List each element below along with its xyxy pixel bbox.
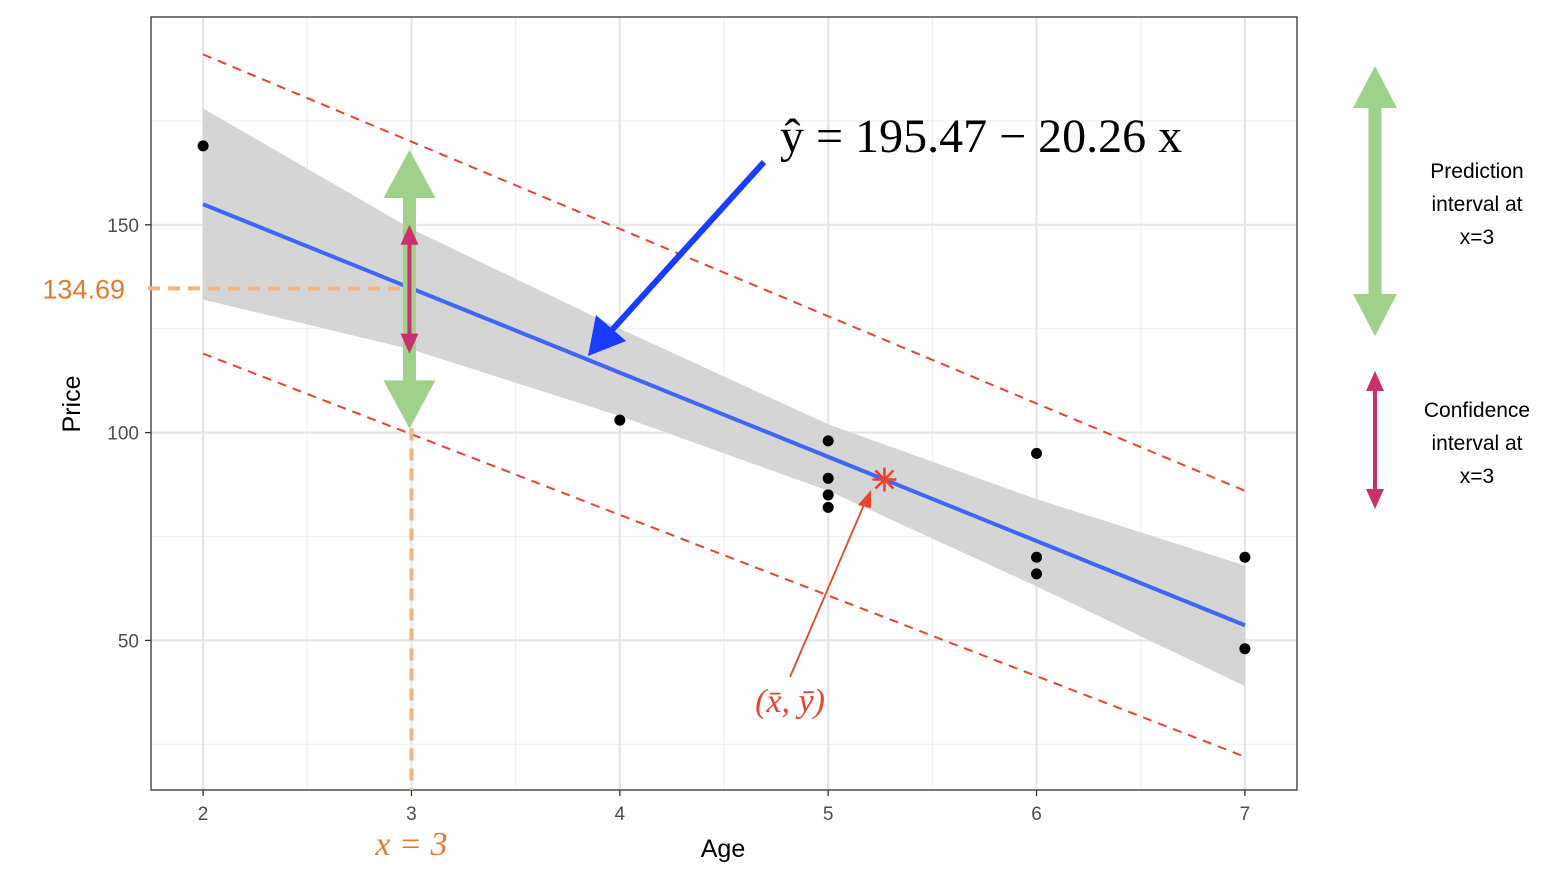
data-point <box>822 489 834 501</box>
confidence-interval-arrow <box>400 224 419 354</box>
mean-annotation-line <box>789 499 867 678</box>
legend-prediction-arrow-head-up <box>1353 66 1397 108</box>
confidence-band <box>203 108 1245 687</box>
x-tick-label: 5 <box>823 804 834 825</box>
data-point <box>1031 568 1043 580</box>
legend-prediction-label: Prediction <box>1430 160 1523 183</box>
x-tick-label: 2 <box>198 804 209 825</box>
mean-point-label: (x̄, ȳ) <box>755 683 825 720</box>
y-tick-label: 100 <box>107 424 139 445</box>
equation-arrow-shaft <box>609 159 767 333</box>
confidence-interval-arrow-head-up <box>400 224 419 245</box>
data-point <box>1031 551 1043 563</box>
prediction-lower-line <box>202 352 1246 758</box>
data-point <box>822 501 834 513</box>
x-tick-label: 4 <box>615 804 626 825</box>
equation-arrow-head <box>588 315 626 356</box>
interval-arrows-x3 <box>383 149 436 429</box>
legend-confidence-arrow <box>1366 371 1384 509</box>
x-tick-label: 6 <box>1031 804 1042 825</box>
data-point <box>614 414 626 426</box>
highlight-x-label: x = 3 <box>374 826 447 863</box>
data-points <box>197 140 1251 655</box>
legend-confidence-arrow-head-up <box>1366 371 1384 391</box>
regression-line <box>202 202 1246 628</box>
equation-group: ŷ = 195.47 − 20.26 x <box>588 110 1182 356</box>
mean-marker-d2 <box>874 469 895 490</box>
data-point <box>1031 447 1043 459</box>
data-point <box>822 472 834 484</box>
legend-prediction-arrow <box>1353 66 1397 336</box>
legend-confidence-label: x=3 <box>1460 465 1494 488</box>
x-tick-label: 7 <box>1240 804 1251 825</box>
legend-prediction-arrow-head-down <box>1353 294 1397 336</box>
data-point <box>1239 551 1251 563</box>
prediction-interval-arrow-head-down <box>383 380 436 429</box>
prediction-upper-line <box>202 53 1246 492</box>
highlight-y-label: 134.69 <box>42 274 125 304</box>
legend-confidence-arrow-head-down <box>1366 489 1384 509</box>
legend-prediction-label: x=3 <box>1460 226 1494 249</box>
data-point <box>1239 643 1251 655</box>
x-tick-label: 3 <box>406 804 417 825</box>
x-axis-title: Age <box>701 835 745 863</box>
legend-prediction-label: interval at <box>1431 193 1522 216</box>
axis-ticks: 2 3 4 5 6 7 50 100 150 <box>107 216 1250 825</box>
y-tick-label: 50 <box>118 631 139 652</box>
data-point <box>822 435 834 447</box>
mean-point-group: (x̄, ȳ) <box>755 467 897 720</box>
legend-confidence-label: Confidence <box>1424 399 1530 422</box>
confidence-interval-arrow-head-down <box>400 333 419 354</box>
mean-annotation-head <box>858 490 871 508</box>
prediction-interval-arrow-head-up <box>383 149 436 198</box>
y-axis-title: Price <box>58 376 86 433</box>
legend-confidence-label: interval at <box>1431 432 1522 455</box>
legend: Prediction interval at x=3 Confidence interv… <box>1353 66 1530 509</box>
data-point <box>197 140 209 152</box>
y-tick-label: 150 <box>107 216 139 237</box>
regression-equation: ŷ = 195.47 − 20.26 x <box>780 110 1182 163</box>
plot-border <box>150 16 1298 791</box>
